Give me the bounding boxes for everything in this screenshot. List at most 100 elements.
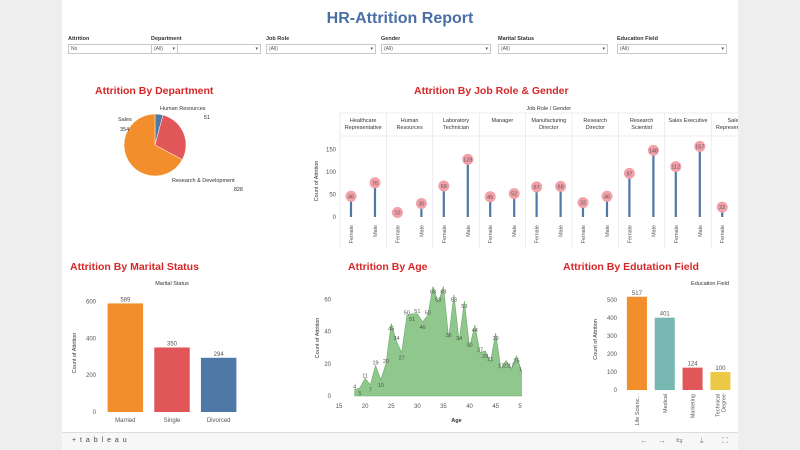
panel-title-marital: Attrition By Marital Status [70, 261, 199, 273]
pie-value-label: 354 [120, 127, 129, 133]
bar [710, 371, 731, 390]
chevron-down-icon: ▾ [721, 46, 724, 52]
y-tick-label: 100 [326, 170, 337, 176]
age-value-label: 7 [369, 388, 372, 394]
panel-title-age: Attrition By Age [348, 261, 428, 273]
gender-label: Female [488, 225, 494, 243]
lollipop-head [508, 188, 520, 200]
filter-department[interactable]: Department (All) ▾ [151, 36, 261, 54]
x-tick-label: 40 [466, 404, 473, 410]
bar [154, 347, 190, 412]
pie-value-label: 828 [234, 187, 243, 193]
age-value-label: 46 [419, 325, 425, 331]
filter-select[interactable]: No ▾ [68, 44, 178, 54]
age-value-label: 68 [440, 289, 446, 295]
gender-label: Male [559, 225, 565, 237]
age-value-label: 17 [498, 364, 504, 370]
filter-attrition[interactable]: Attrition No ▾ [68, 36, 178, 54]
filter-select[interactable]: (All) ▾ [266, 44, 376, 54]
lollipop-value: 76 [372, 181, 378, 187]
lollipop-value: 46 [604, 194, 610, 200]
category-label: Single [164, 418, 181, 424]
redo-icon[interactable]: → [658, 436, 666, 445]
bar [682, 367, 703, 390]
category-label: Degree [721, 394, 727, 412]
age-value-label: 20 [383, 359, 389, 365]
category-label: Life Scienc... [635, 394, 641, 426]
download-icon[interactable]: ⤓ [700, 436, 704, 445]
x-tick-label: 30 [414, 404, 421, 410]
x-tick-label: 25 [388, 404, 395, 410]
lollipop-head [369, 177, 381, 189]
y-axis-label: Count of Attrition [314, 161, 320, 202]
filter-education-field[interactable]: Education Field (All) ▾ [617, 36, 727, 54]
pie-label: Research & Development [172, 178, 235, 184]
y-tick-label: 400 [86, 336, 97, 342]
chevron-down-icon: ▾ [255, 46, 258, 52]
bar-value-label: 517 [632, 291, 643, 297]
lollipop-value: 32 [580, 201, 586, 207]
filter-select[interactable]: (All) ▾ [381, 44, 491, 54]
y-tick-label: 300 [607, 334, 618, 340]
share-icon[interactable]: ⇆ [676, 436, 683, 445]
y-tick-label: 0 [93, 410, 97, 416]
filter-gender[interactable]: Gender (All) ▾ [381, 36, 491, 54]
role-label: Manager [492, 118, 514, 124]
facet-header: Job Role / Gender [526, 106, 571, 112]
lollipop-value: 112 [671, 165, 680, 171]
gender-label: Male [651, 225, 657, 237]
age-value-label: 45 [388, 327, 394, 333]
fullscreen-icon[interactable]: ⛶ [722, 436, 728, 445]
y-tick-label: 50 [329, 193, 336, 199]
gender-label: Female [395, 225, 401, 243]
lollipop-head [647, 144, 659, 156]
filter-label: Education Field [617, 36, 658, 42]
lollipop-head [716, 201, 728, 213]
y-tick-label: 500 [607, 298, 618, 304]
dashboard: HR-Attrition Report Attrition No ▾ Depart… [62, 0, 738, 450]
lollipop-value: 22 [719, 205, 725, 211]
gender-label: Male [419, 225, 425, 237]
gender-label: Male [605, 225, 611, 237]
gender-label: Male [512, 225, 518, 237]
age-area-chart: 020406015202530354045505560AgeCount of A… [315, 286, 522, 424]
filter-select[interactable]: (All) ▾ [617, 44, 727, 54]
pie-slice [154, 114, 187, 161]
chevron-down-icon: ▾ [172, 46, 175, 52]
lollipop-head [484, 191, 496, 203]
gender-label: Female [442, 225, 448, 243]
filter-select[interactable]: (All) ▾ [498, 44, 608, 54]
filter-label: Attrition [68, 36, 90, 42]
filter-marital-status[interactable]: Marital Status (All) ▾ [498, 36, 608, 54]
y-tick-label: 20 [324, 362, 331, 368]
undo-icon[interactable]: ← [640, 436, 648, 445]
gender-label: Female [674, 225, 680, 243]
age-value-label: 4 [353, 385, 356, 391]
lollipop-value: 148 [649, 148, 658, 154]
role-label: Research [630, 118, 654, 124]
x-tick-label: 50 [518, 404, 522, 410]
role-label: Director [539, 125, 558, 131]
y-tick-label: 0 [328, 394, 332, 400]
gender-label: Male [466, 225, 472, 237]
bar [200, 357, 237, 412]
bar-value-label: 589 [120, 297, 131, 303]
age-value-label: 10 [378, 383, 384, 389]
lollipop-value: 30 [418, 202, 424, 208]
x-tick-label: 15 [336, 404, 343, 410]
filter-select[interactable]: (All) ▾ [151, 44, 261, 54]
age-value-label: 39 [493, 336, 499, 342]
bar-value-label: 350 [167, 341, 178, 347]
age-value-label: 50 [404, 310, 410, 316]
age-value-label: 51 [414, 309, 420, 315]
x-tick-label: 35 [440, 404, 447, 410]
lollipop-value: 67 [534, 185, 540, 191]
education-bar-chart: Education Field 0 100 200 300 400 500 Count of … [593, 281, 731, 426]
x-tick-label: 20 [362, 404, 369, 410]
role-label: Representative [716, 125, 738, 131]
age-value-label: 19 [372, 360, 378, 366]
role-label: Laboratory [443, 118, 470, 124]
filter-label: Marital Status [498, 36, 535, 42]
filter-job-role[interactable]: Job Role (All) ▾ [266, 36, 376, 54]
filter-label: Department [151, 36, 182, 42]
